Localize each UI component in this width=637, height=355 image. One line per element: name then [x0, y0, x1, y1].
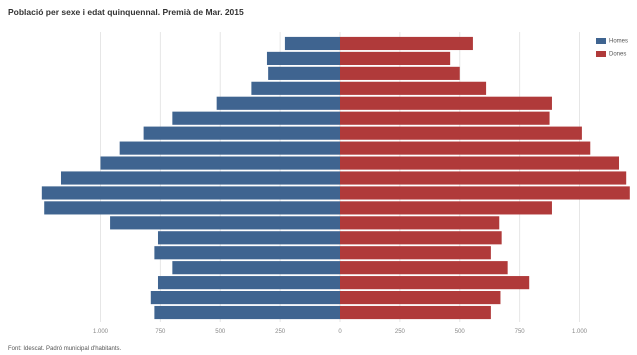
bar-homes [143, 126, 340, 140]
bar-homes [266, 51, 340, 65]
bar-homes [216, 96, 340, 110]
bar-homes [44, 201, 340, 215]
bar-dones [340, 126, 582, 140]
bar-homes [119, 141, 340, 155]
legend-item-homes: Homes [596, 38, 628, 45]
x-tick-label: 0 [338, 329, 342, 335]
bar-dones [340, 186, 630, 200]
bar-homes [157, 231, 340, 245]
bar-dones [340, 261, 508, 275]
bar-dones [340, 96, 552, 110]
bar-homes [268, 66, 340, 80]
bar-dones [340, 141, 591, 155]
legend-swatch-homes [596, 38, 606, 44]
bar-homes [172, 111, 340, 125]
x-axis-ticks: 1.000 750 500 250 0 250 500 750 1.000 [93, 329, 588, 335]
bar-homes [60, 171, 341, 185]
x-tick-label: 1.000 [572, 329, 588, 335]
bar-dones [340, 36, 473, 51]
x-tick-label: 1.000 [93, 329, 109, 335]
bar-dones [340, 201, 552, 215]
bar-dones [340, 156, 620, 170]
bar-homes [154, 305, 340, 320]
legend-item-dones: Dones [596, 51, 626, 58]
bar-dones [340, 171, 627, 185]
bar-homes [172, 261, 340, 275]
bar-homes [150, 291, 340, 305]
bar-homes [284, 36, 340, 51]
bar-homes [154, 246, 340, 260]
x-tick-label: 750 [155, 329, 166, 335]
x-tick-label: 250 [275, 329, 286, 335]
chart-title: Població per sexe i edat quinquennal. Pr… [8, 7, 244, 17]
x-tick-label: 500 [215, 329, 226, 335]
bar-dones [340, 111, 550, 125]
legend-label-homes: Homes [609, 38, 629, 45]
bar-homes [100, 156, 340, 170]
bar-homes [41, 186, 340, 200]
legend-label-dones: Dones [609, 51, 627, 58]
bar-homes [157, 276, 340, 290]
bar-dones [340, 66, 460, 80]
x-tick-label: 750 [515, 329, 526, 335]
bar-dones [340, 51, 451, 65]
legend-swatch-dones [596, 51, 606, 57]
bar-dones [340, 81, 487, 95]
bar-homes [251, 81, 340, 95]
bar-dones [340, 276, 530, 290]
bar-dones [340, 231, 502, 245]
source-note: Font: Idescat. Padró municipal d'habitan… [8, 346, 122, 352]
bar-dones [340, 305, 491, 320]
x-tick-label: 250 [395, 329, 406, 335]
bar-dones [340, 216, 500, 230]
x-tick-label: 500 [455, 329, 466, 335]
bar-dones [340, 291, 501, 305]
bar-dones [340, 246, 491, 260]
female-bars [340, 36, 630, 320]
bar-homes [110, 216, 340, 230]
male-bars [41, 36, 341, 320]
